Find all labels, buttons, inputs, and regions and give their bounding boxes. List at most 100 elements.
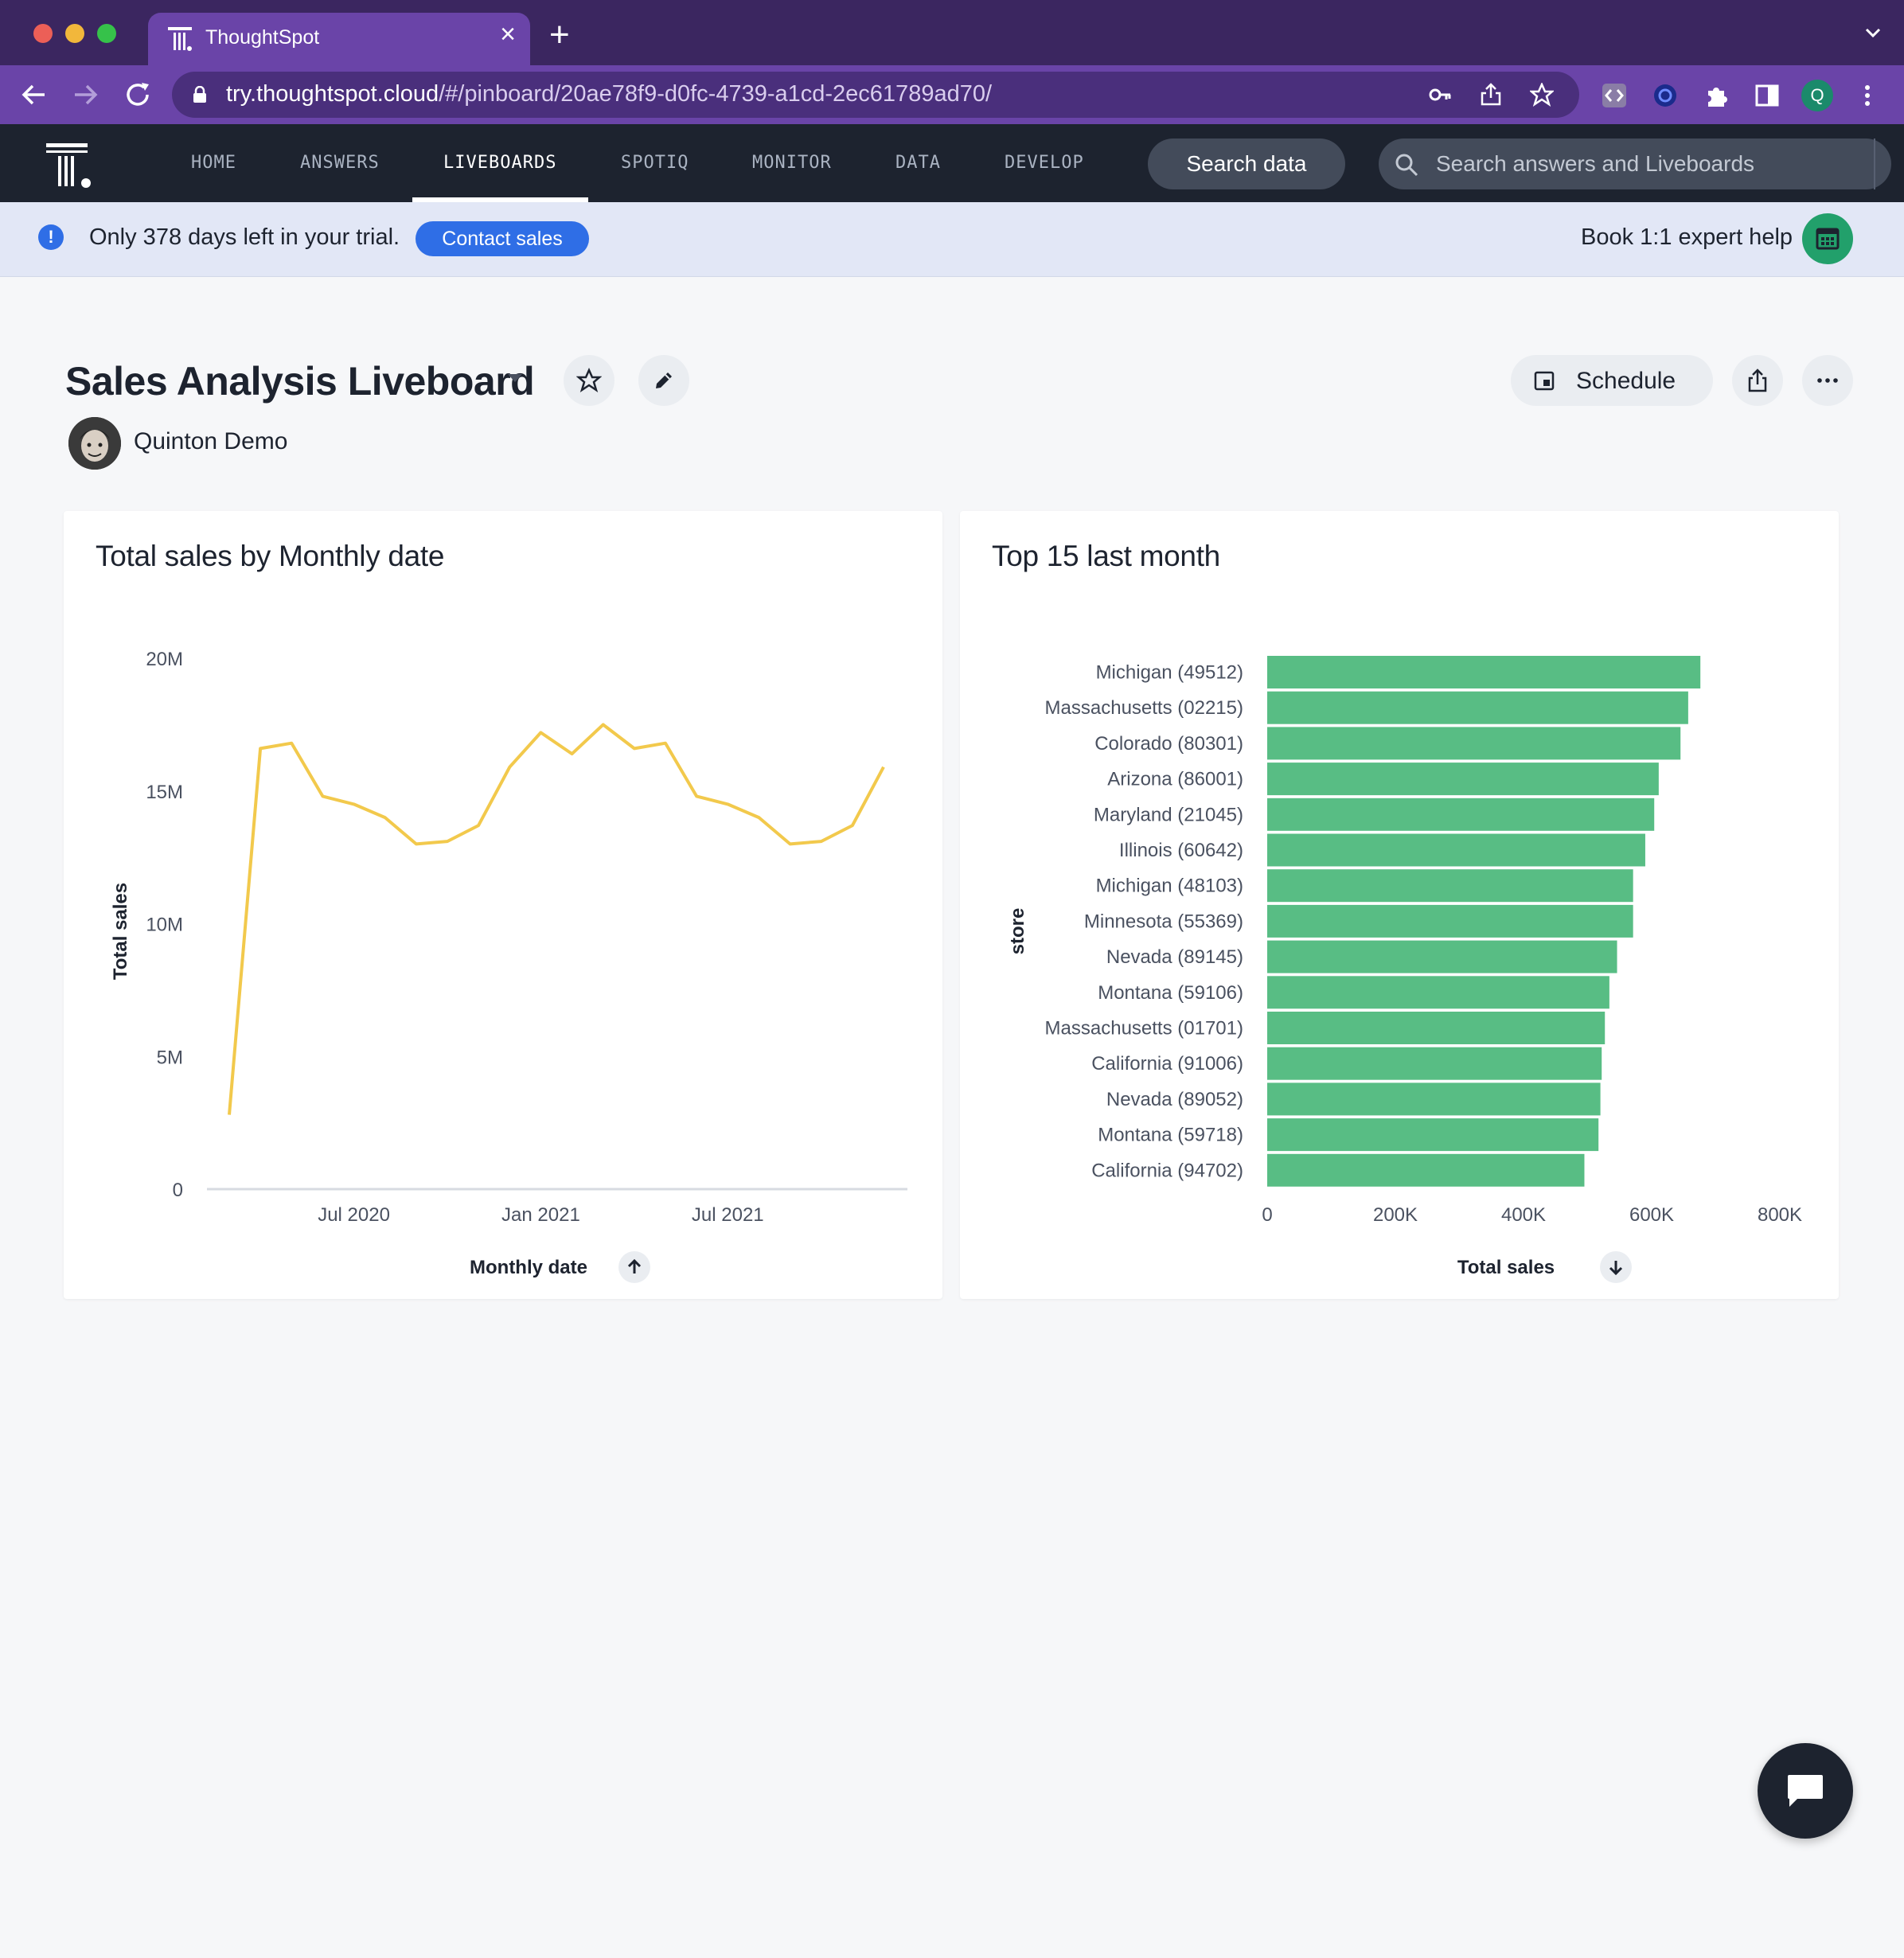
author-name: Quinton Demo [134, 428, 288, 454]
nav-monitor[interactable]: MONITOR [752, 153, 832, 173]
share-upload-icon [1748, 369, 1767, 392]
close-window-button[interactable] [33, 24, 53, 43]
nav-develop[interactable]: DEVELOP [1005, 153, 1084, 173]
y-category-label: Michigan (48103) [1096, 876, 1243, 897]
y-category-label: Massachusetts (02215) [1045, 697, 1243, 719]
nav-spotiq[interactable]: SPOTIQ [621, 153, 689, 173]
more-options-button[interactable] [1802, 355, 1853, 406]
ellipsis-icon [1817, 378, 1838, 383]
liveboard-title[interactable]: Sales Analysis Liveboard [65, 359, 535, 404]
extensions-puzzle-icon[interactable] [1703, 83, 1729, 108]
info-alert-icon: ! [38, 224, 64, 250]
y-category-label: Michigan (49512) [1096, 662, 1243, 684]
title-dropdown-caret-icon[interactable] [508, 374, 522, 382]
y-tick-label: 0 [173, 1180, 183, 1201]
bar [1267, 763, 1659, 796]
extension-code-icon[interactable] [1602, 83, 1627, 108]
sort-descending-arrow-icon [1609, 1261, 1623, 1276]
favorite-button[interactable] [564, 355, 615, 406]
x-axis-sort-button[interactable] [618, 1251, 650, 1283]
author-avatar [68, 417, 121, 470]
y-tick-label: 10M [146, 915, 183, 936]
bookmark-star-icon[interactable] [1530, 83, 1554, 107]
x-tick-label: 600K [1629, 1204, 1674, 1226]
search-icon [1395, 154, 1418, 177]
nav-data[interactable]: DATA [895, 153, 941, 173]
y-category-label: Montana (59718) [1098, 1125, 1243, 1146]
x-tick-label: 0 [1262, 1204, 1272, 1226]
y-axis-title: store [1007, 908, 1028, 955]
x-axis-title: Total sales [1457, 1257, 1555, 1278]
line-chart-card[interactable]: Total sales by Monthly date 20M 15M 10M 5M 0… [64, 511, 942, 1299]
share-button[interactable] [1732, 355, 1783, 406]
y-category-label: Colorado (80301) [1094, 733, 1243, 755]
thoughtspot-logo-icon[interactable] [45, 140, 94, 189]
side-panel-icon[interactable] [1754, 83, 1780, 108]
tab-search-chevron-icon[interactable] [1864, 24, 1882, 41]
y-category-label: Minnesota (55369) [1084, 911, 1243, 932]
y-category-label: Massachusetts (01701) [1045, 1018, 1243, 1039]
thoughtspot-favicon-icon [168, 27, 192, 51]
browser-menu-icon[interactable] [1855, 83, 1880, 108]
y-category-label: Nevada (89145) [1106, 946, 1243, 968]
y-category-label: Maryland (21045) [1094, 804, 1243, 825]
y-tick-label: 20M [146, 649, 183, 670]
schedule-button[interactable]: Schedule [1511, 355, 1713, 406]
contact-sales-button[interactable]: Contact sales [416, 221, 589, 256]
x-tick-label: 200K [1373, 1204, 1418, 1226]
bar [1267, 1118, 1599, 1152]
bar [1267, 904, 1633, 938]
tab-title: ThoughtSpot [205, 26, 320, 49]
forward-arrow-icon[interactable] [70, 80, 100, 110]
edit-button[interactable] [638, 355, 689, 406]
bar-chart-card[interactable]: Top 15 last month Michigan (49512) Massac… [960, 511, 1839, 1299]
back-arrow-icon[interactable] [19, 80, 49, 110]
x-axis-sort-button[interactable] [1600, 1251, 1632, 1283]
x-tick-label: Jan 2021 [501, 1204, 580, 1226]
trial-text: Only 378 days left in your trial. [89, 224, 400, 250]
trial-banner: ! Only 378 days left in your trial. Cont… [0, 202, 1904, 277]
url-host: try.thoughtspot.cloud [226, 81, 439, 107]
address-bar[interactable]: try.thoughtspot.cloud/#/pinboard/20ae78f… [172, 72, 1579, 118]
lock-icon [193, 86, 206, 103]
book-expert-help-button[interactable] [1802, 213, 1853, 264]
nav-liveboards[interactable]: LIVEBOARDS [443, 153, 557, 173]
bar [1267, 727, 1681, 760]
minimize-window-button[interactable] [65, 24, 84, 43]
y-category-label: California (91006) [1091, 1053, 1243, 1075]
browser-tab[interactable]: ThoughtSpot × [148, 13, 530, 65]
password-key-icon[interactable] [1428, 83, 1452, 107]
pencil-icon [656, 372, 672, 388]
x-tick-label: Jul 2021 [692, 1204, 764, 1226]
new-tab-icon[interactable]: + [549, 15, 570, 54]
profile-avatar[interactable]: Q [1801, 80, 1833, 111]
y-category-label: Illinois (60642) [1119, 840, 1243, 861]
nav-home[interactable]: HOME [191, 153, 236, 173]
active-nav-indicator [412, 197, 588, 202]
reload-icon[interactable] [123, 80, 153, 110]
chart-title: Total sales by Monthly date [96, 540, 445, 572]
series-line [228, 723, 885, 1115]
url-text: try.thoughtspot.cloud/#/pinboard/20ae78f… [226, 81, 992, 107]
header-divider [1874, 138, 1875, 189]
search-data-button[interactable]: Search data [1148, 138, 1345, 189]
bar [1267, 940, 1617, 973]
x-axis-title: Monthly date [470, 1257, 587, 1278]
extension-circle-icon[interactable] [1652, 83, 1678, 108]
bar [1267, 798, 1655, 831]
chat-support-button[interactable] [1758, 1743, 1853, 1839]
bar [1267, 656, 1701, 688]
y-tick-label: 15M [146, 782, 183, 803]
nav-answers[interactable]: ANSWERS [300, 153, 380, 173]
x-tick-label: Jul 2020 [318, 1204, 390, 1226]
bar [1267, 1012, 1606, 1044]
close-tab-icon[interactable]: × [500, 19, 516, 49]
y-category-label: Montana (59106) [1098, 982, 1243, 1004]
book-expert-help-link[interactable]: Book 1:1 expert help [1581, 224, 1793, 250]
search-answers-input[interactable]: Search answers and Liveboards [1379, 138, 1891, 189]
share-page-icon[interactable] [1479, 83, 1503, 107]
star-icon [576, 368, 602, 392]
bar-chart[interactable]: Michigan (49512) Massachusetts (02215) Col… [960, 511, 1839, 1299]
maximize-window-button[interactable] [97, 24, 116, 43]
